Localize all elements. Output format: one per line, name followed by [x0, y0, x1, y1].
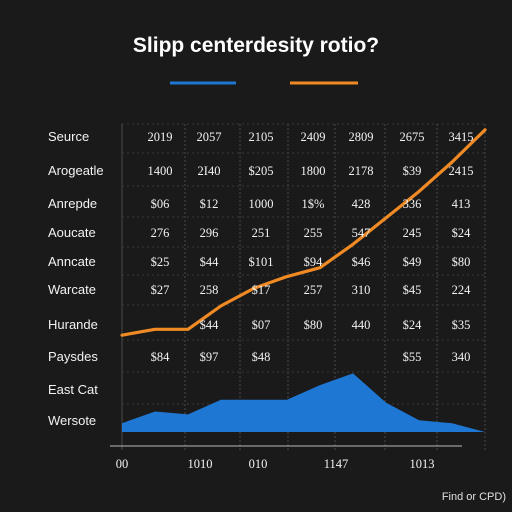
table-cell: $84 [151, 350, 171, 364]
table-cell: $45 [403, 283, 422, 297]
table-cell: 340 [452, 350, 471, 364]
x-tick-label: 1147 [324, 457, 349, 471]
table-cell: 547 [352, 226, 371, 240]
table-cell: 258 [200, 283, 219, 297]
table-cell: $46 [352, 255, 371, 269]
table-cell: 2178 [349, 164, 374, 178]
table-cell: $24 [403, 318, 423, 332]
table-cell: 428 [352, 197, 371, 211]
area-series [122, 373, 485, 432]
table-cell: 2415 [449, 164, 474, 178]
row-label: Paysdes [48, 349, 98, 364]
table-cell: 1400 [148, 164, 173, 178]
table-cell: $80 [304, 318, 323, 332]
table-header-cell: 3415 [449, 130, 474, 144]
table-cell: 1000 [249, 197, 274, 211]
table-cell: $24 [452, 226, 472, 240]
table-cell: $49 [403, 255, 422, 269]
table-cell: 336 [403, 197, 422, 211]
table-cell: 245 [403, 226, 422, 240]
table-cell: $25 [151, 255, 170, 269]
table-header-cell: 2105 [249, 130, 274, 144]
table-cell: $94 [304, 255, 324, 269]
table-cell: $39 [403, 164, 422, 178]
table-cell: 276 [151, 226, 170, 240]
footer-note: Find or CPD) [442, 491, 506, 503]
row-label: East Cat [48, 382, 98, 397]
table-cell: 251 [252, 226, 271, 240]
table-header-cell: 2409 [301, 130, 326, 144]
table-cell: 1800 [301, 164, 326, 178]
table-cell: 2I40 [198, 164, 221, 178]
table-header-cell: 2675 [400, 130, 425, 144]
row-label: Wersote [48, 413, 96, 428]
table-cell: $80 [452, 255, 471, 269]
row-label: Anrepde [48, 196, 97, 211]
table-cell: 440 [352, 318, 371, 332]
table-cell: 1$% [302, 197, 325, 211]
table-header-label: Seurce [48, 129, 89, 144]
table-cell: 413 [452, 197, 471, 211]
chart-title: Slipp centerdesity rotio? [133, 34, 379, 57]
table-cell: 257 [304, 283, 323, 297]
table-cell: $48 [252, 350, 271, 364]
table-cell: 310 [352, 283, 371, 297]
table-cell: $07 [252, 318, 271, 332]
x-tick-label: 010 [249, 457, 268, 471]
table-cell: $205 [249, 164, 274, 178]
table-cell: 255 [304, 226, 323, 240]
row-label: Arogeatle [48, 163, 104, 178]
x-tick-label: 1010 [188, 457, 213, 471]
table-cell: $06 [151, 197, 170, 211]
grid [110, 123, 486, 450]
table-cell: $12 [200, 197, 219, 211]
table-cell: $101 [249, 255, 274, 269]
table-layer: Seurce 2019 2057 2105 2409 2809 2675 3415 Arogea… [48, 129, 474, 428]
table-cell: $44 [200, 255, 220, 269]
row-label: Anncate [48, 254, 96, 269]
line-series [120, 128, 487, 337]
table-cell: $97 [200, 350, 219, 364]
table-cell: $44 [200, 318, 220, 332]
row-label: Warcate [48, 282, 96, 297]
table-header-cell: 2057 [197, 130, 222, 144]
table-cell: $35 [452, 318, 471, 332]
table-cell: $17 [252, 283, 271, 297]
table-header-cell: 2809 [349, 130, 374, 144]
table-header-cell: 2019 [148, 130, 173, 144]
x-axis-ticks: 00 1010 010 1147 1013 [116, 457, 435, 471]
line-layer [120, 128, 487, 337]
x-tick-label: 00 [116, 457, 129, 471]
table-cell: $55 [403, 350, 422, 364]
row-label: Hurande [48, 317, 98, 332]
table-cell: 224 [452, 283, 472, 297]
area-layer [122, 373, 485, 432]
row-label: Aoucate [48, 225, 96, 240]
x-tick-label: 1013 [410, 457, 435, 471]
table-cell: $27 [151, 283, 170, 297]
table-cell: 296 [200, 226, 219, 240]
